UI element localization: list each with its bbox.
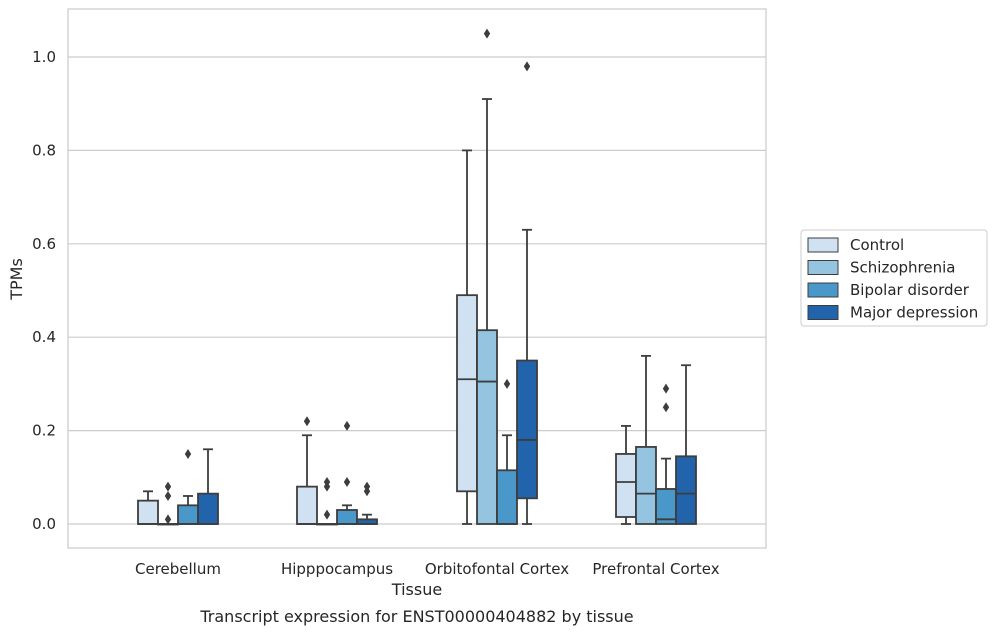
box <box>615 453 637 518</box>
outlier-point <box>164 514 172 525</box>
plot-frame <box>67 8 767 549</box>
y-tick-label: 0.6 <box>32 235 56 253</box>
outlier-point <box>184 448 192 459</box>
outlier-point <box>662 383 670 394</box>
y-tick-label: 0.4 <box>32 328 56 346</box>
legend-label: Control <box>850 236 904 254</box>
legend-label: Bipolar disorder <box>850 281 970 299</box>
legend-swatch <box>807 260 839 275</box>
outlier-point <box>323 476 331 487</box>
box <box>516 359 538 500</box>
box <box>336 509 358 525</box>
x-category-label: Prefrontal Cortex <box>592 560 719 578</box>
y-tick-labels: 0.0 0.2 0.4 0.6 0.8 1.0 <box>32 48 56 533</box>
legend-swatch <box>807 305 839 320</box>
y-tick-label: 0.0 <box>32 515 56 533</box>
box <box>177 504 199 525</box>
legend: Control Schizophrenia Bipolar disorder Majo… <box>800 229 988 327</box>
legend-swatch <box>807 282 839 298</box>
outlier-point <box>164 481 172 492</box>
box-series <box>137 28 697 526</box>
y-tick-label: 1.0 <box>32 48 56 66</box>
outlier-point <box>343 476 351 487</box>
box <box>197 492 219 525</box>
series-bipolar-disorder <box>177 378 677 525</box>
plot-area-background <box>68 9 766 548</box>
series-major-depression <box>197 61 697 525</box>
box <box>456 294 478 493</box>
y-tick-label: 0.8 <box>32 141 56 159</box>
legend-swatch <box>807 237 839 253</box>
outlier-point <box>343 420 351 431</box>
x-category-label: Hipppocampus <box>281 560 393 578</box>
x-axis-label: Tissue <box>391 580 442 599</box>
box <box>635 446 657 525</box>
outlier-point <box>523 61 531 72</box>
outlier-point <box>662 402 670 413</box>
outlier-point <box>323 509 331 520</box>
legend-frame <box>800 229 988 327</box>
outlier-point <box>503 378 511 389</box>
box <box>137 499 159 525</box>
chart-caption: Transcript expression for ENST0000040488… <box>199 607 633 626</box>
box <box>476 329 498 525</box>
y-axis-label: TPMs <box>7 258 26 301</box>
legend-label: Schizophrenia <box>850 259 955 277</box>
legend-label: Major depression <box>850 304 978 322</box>
outlier-point <box>164 490 172 501</box>
outlier-point <box>363 481 371 492</box>
y-tick-label: 0.2 <box>32 422 56 440</box>
series-schizophrenia <box>157 28 657 526</box>
outlier-point <box>303 416 311 427</box>
x-category-label: Cerebellum <box>135 560 221 578</box>
box <box>675 455 697 525</box>
x-category-labels: Cerebellum Hipppocampus Orbitofontal Corte… <box>135 560 720 578</box>
x-category-label: Orbitofontal Cortex <box>425 560 569 578</box>
series-control <box>137 149 637 525</box>
box <box>496 469 518 525</box>
box <box>296 485 318 525</box>
outlier-point <box>483 28 491 39</box>
